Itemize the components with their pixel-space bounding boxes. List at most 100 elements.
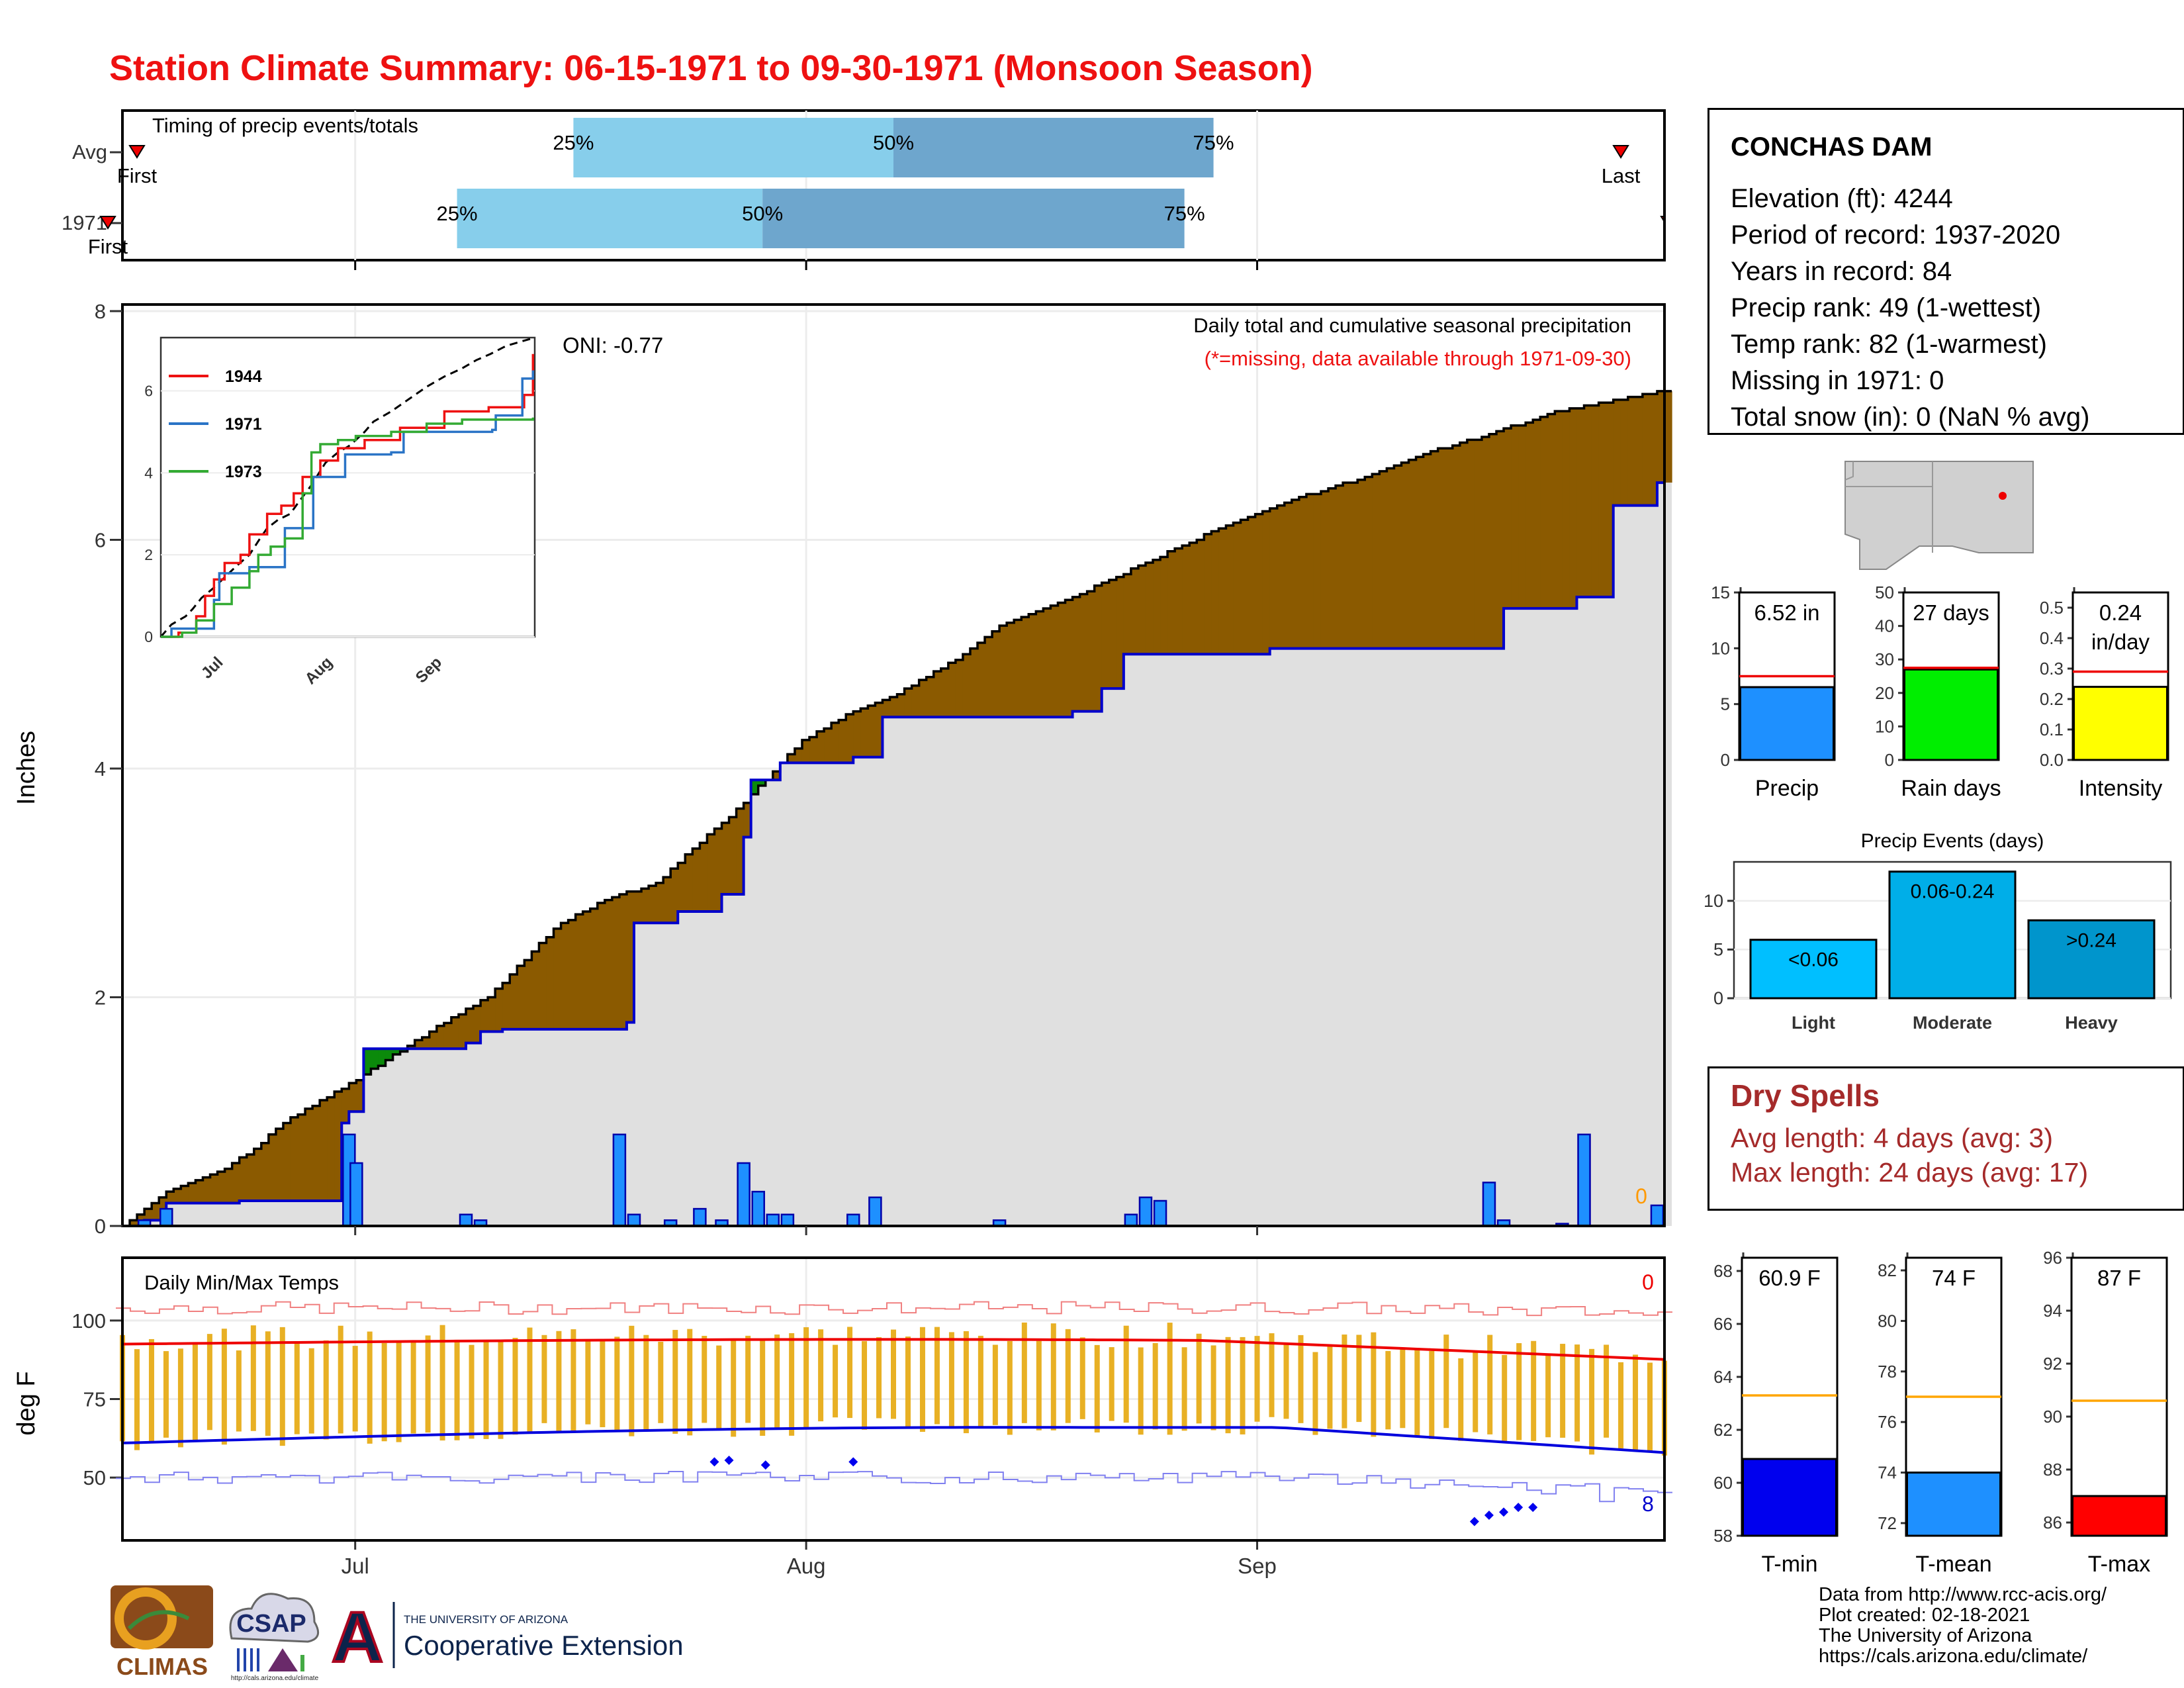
deficit-segment (575, 914, 584, 1029)
first-marker (128, 145, 146, 159)
deficit-segment (130, 1220, 138, 1226)
deficit-segment (714, 828, 723, 912)
deficit-segment (948, 663, 956, 718)
deficit-segment (678, 863, 686, 912)
timing-row-label: 1971 (62, 211, 107, 234)
rain-days-category-label: Rain days (1901, 776, 2001, 801)
deficit-segment (253, 1149, 262, 1201)
deficit-segment (1350, 483, 1358, 649)
daily-temp-range (396, 1340, 402, 1442)
tmax-bar (2071, 1495, 2167, 1537)
deficit-segment (1591, 405, 1600, 597)
tmax-tick-label: 96 (2043, 1248, 2062, 1268)
deficit-segment (1138, 565, 1146, 655)
precip-tick-label: 10 (1711, 638, 1730, 658)
tmin-tick-label: 60 (1713, 1473, 1733, 1493)
daily-temp-range (1531, 1340, 1537, 1441)
event-bar-label: Moderate (1913, 1013, 1992, 1033)
intensity-category-label: Intensity (2079, 776, 2163, 801)
deficit-segment (1511, 425, 1519, 609)
daily-precip-bar (1138, 1196, 1153, 1227)
daily-temp-range (1050, 1323, 1056, 1430)
deficit-segment (853, 711, 861, 757)
deficit-segment (181, 1186, 189, 1203)
deficit-segment (1649, 394, 1658, 506)
surplus-segment (400, 1049, 408, 1052)
deficit-segment (999, 626, 1007, 718)
daily-temp-range (352, 1346, 358, 1432)
deficit-segment (1072, 596, 1081, 712)
intensity-tick-label: 0.1 (2040, 720, 2064, 739)
deficit-segment (1635, 397, 1643, 506)
deficit-segment (1218, 528, 1227, 655)
daily-temp-range (948, 1332, 954, 1429)
daily-temp-range (1283, 1343, 1289, 1419)
deficit-segment (1474, 440, 1482, 649)
daily-precip-bar (1153, 1199, 1167, 1227)
temps-y-tick: 75 (83, 1388, 106, 1411)
station-elevation: Elevation (ft): 4244 (1731, 184, 1953, 213)
page-title: Station Climate Summary: 06-15-1971 to 0… (109, 48, 1313, 88)
deficit-segment (1101, 583, 1110, 689)
daily-temp-range (1618, 1362, 1624, 1449)
daily-temp-range (308, 1348, 314, 1434)
tmax-tick-label: 86 (2043, 1513, 2062, 1532)
deficit-segment (1306, 494, 1314, 649)
tmax-category-label: T-max (2088, 1552, 2150, 1577)
deficit-segment (649, 886, 657, 923)
daily-temp-range (1502, 1354, 1508, 1444)
event-bar-heavy (2027, 919, 2156, 1000)
deficit-segment (801, 739, 810, 763)
deficit-segment (166, 1192, 174, 1203)
surplus-segment (385, 1049, 394, 1060)
first-marker (99, 216, 116, 230)
deficit-segment (458, 1014, 467, 1049)
daily-temp-range (658, 1341, 664, 1423)
deficit-segment (582, 911, 591, 1029)
record-low-marker (1484, 1511, 1494, 1521)
deficit-segment (1197, 539, 1205, 655)
daily-precip-bar (612, 1133, 627, 1227)
deficit-segment (1233, 522, 1242, 655)
daily-temp-range (1167, 1323, 1173, 1435)
missing-count: 0 (1635, 1184, 1647, 1208)
deficit-segment (510, 974, 518, 1029)
deficit-segment (1262, 511, 1271, 655)
climas-logo: CLIMAS (111, 1585, 213, 1680)
credit-line-2: Plot created: 02-18-2021 (1819, 1605, 2030, 1626)
record-high-count: 0 (1642, 1270, 1654, 1294)
deficit-segment (985, 637, 993, 718)
intensity-bar (2073, 686, 2168, 761)
ua-letter: A (332, 1597, 383, 1677)
deficit-segment (839, 720, 846, 763)
deficit-segment (1028, 614, 1036, 718)
daily-temp-range (163, 1351, 169, 1438)
rain-days-value-label: 27 days (1913, 600, 1989, 625)
dry-avg-length: Avg length: 4 days (avg: 3) (1731, 1123, 2053, 1153)
daily-precip-bar (868, 1196, 882, 1227)
tmax-frame (2070, 1256, 2168, 1537)
deficit-segment (246, 1154, 255, 1201)
event-bar-label: Heavy (2065, 1013, 2118, 1033)
tmean-value-label: 74 F (1932, 1266, 1976, 1290)
timing-q25-label: 25% (437, 202, 478, 225)
daily-temp-range (1604, 1344, 1610, 1438)
daily-precip-bar (737, 1162, 751, 1227)
rain-days-tick-label: 20 (1875, 683, 1894, 703)
deficit-segment (875, 702, 884, 757)
deficit-segment (1452, 445, 1461, 649)
y-tick-label: 0 (95, 1215, 106, 1238)
daily-precip-bar (1124, 1213, 1138, 1227)
deficit-segment (970, 648, 978, 718)
deficit-segment (1547, 414, 1555, 609)
inset-legend-label: 1971 (225, 415, 262, 434)
daily-temp-range (891, 1329, 896, 1419)
deficit-segment (1598, 402, 1607, 597)
daily-temp-range (1298, 1335, 1304, 1423)
deficit-segment (1445, 448, 1453, 649)
last-marker (1612, 145, 1629, 159)
ua-extension: Cooperative Extension (404, 1630, 684, 1661)
deficit-segment (940, 668, 949, 718)
event-bar-moderate (1888, 870, 2017, 1000)
deficit-segment (1437, 448, 1446, 649)
